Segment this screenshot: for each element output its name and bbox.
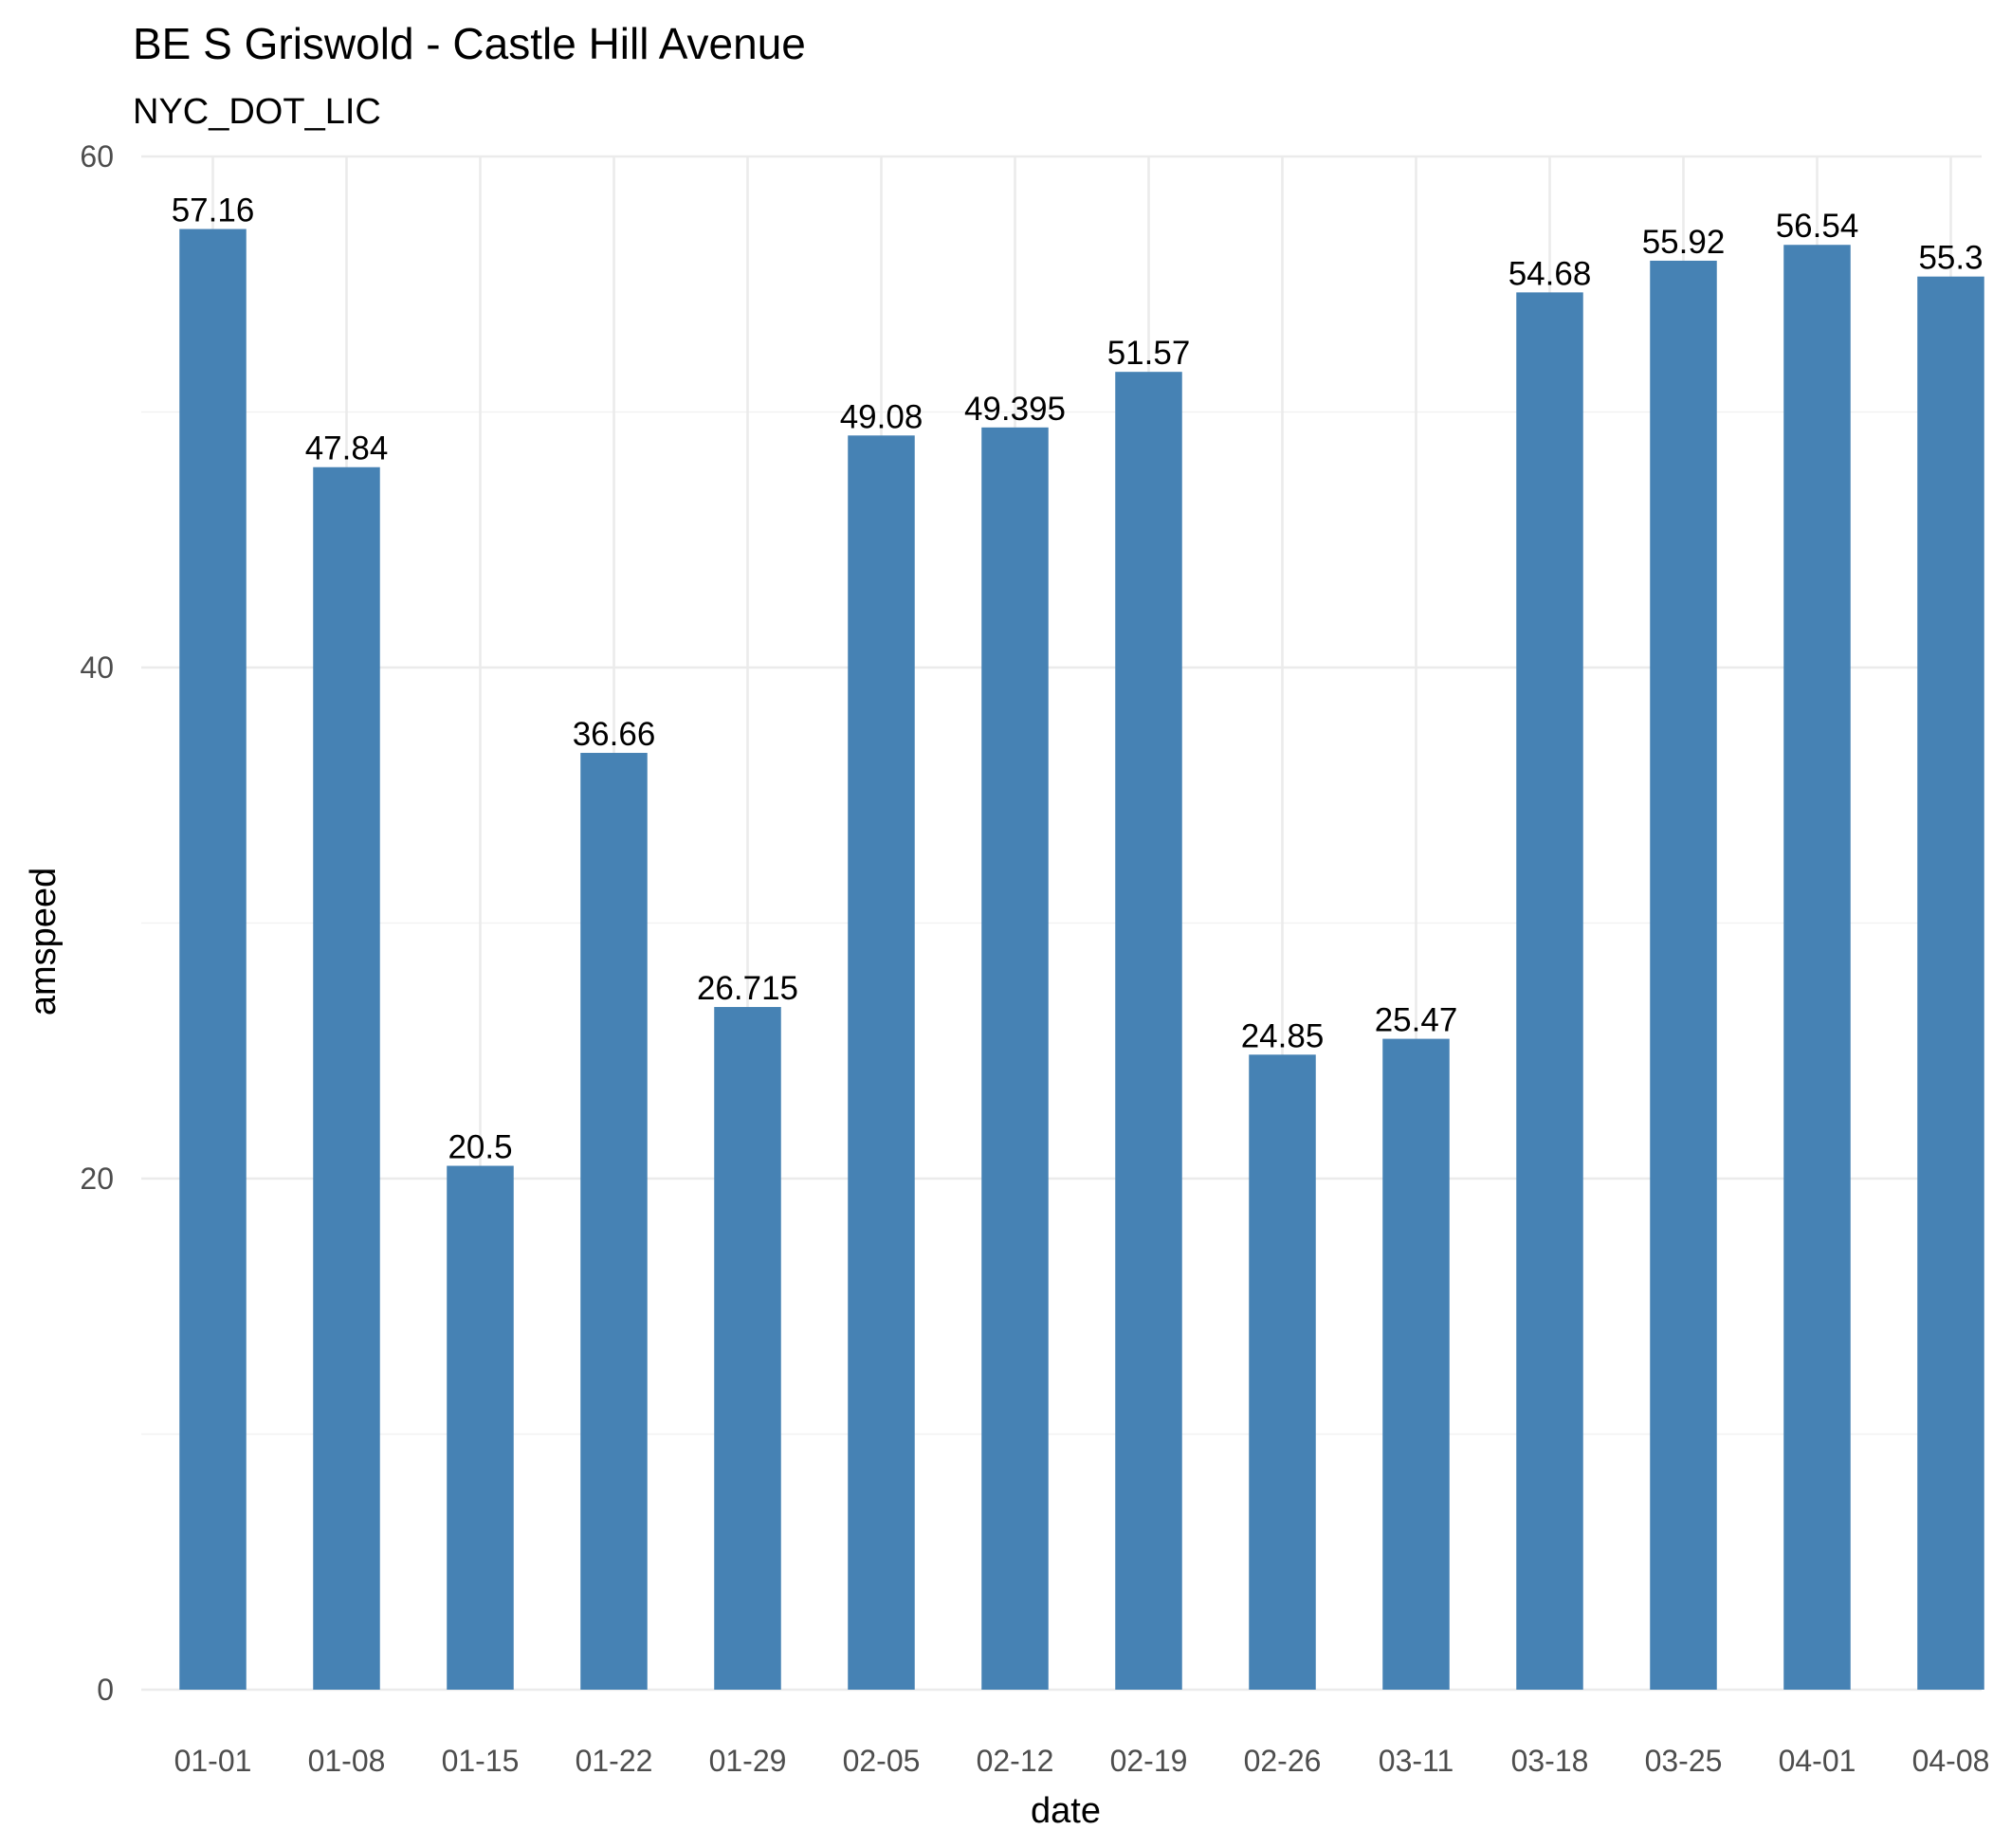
bar-value-label: 20.5 <box>448 1129 512 1166</box>
bar <box>447 1165 514 1690</box>
bar-value-label: 24.85 <box>1241 1017 1325 1054</box>
chart-subtitle: NYC_DOT_LIC <box>133 92 381 132</box>
y-tick-label: 20 <box>80 1162 114 1196</box>
x-tick-label: 01-08 <box>308 1744 386 1778</box>
y-tick-label: 0 <box>97 1673 114 1707</box>
bar <box>1783 245 1851 1690</box>
bar <box>981 427 1049 1691</box>
bar-value-label: 36.66 <box>573 716 656 753</box>
y-tick-label: 60 <box>80 139 114 174</box>
bar-value-label: 49.08 <box>840 398 923 435</box>
bar-value-label: 55.92 <box>1642 224 1726 261</box>
bar-value-label: 57.16 <box>172 192 255 229</box>
x-tick-label: 02-05 <box>843 1744 921 1778</box>
y-axis-title: amspeed <box>24 868 64 1015</box>
bar <box>848 435 915 1691</box>
bar <box>580 753 648 1690</box>
bar-value-label: 51.57 <box>1107 335 1191 372</box>
bar <box>179 229 247 1691</box>
x-tick-label: 03-18 <box>1511 1744 1589 1778</box>
bar-value-label: 56.54 <box>1776 208 1859 245</box>
bar <box>1382 1038 1450 1690</box>
bar <box>1650 260 1717 1690</box>
x-tick-label: 03-25 <box>1645 1744 1723 1778</box>
x-tick-label: 03-11 <box>1379 1744 1453 1778</box>
x-tick-label: 04-08 <box>1912 1744 1990 1778</box>
x-tick-label: 02-19 <box>1110 1744 1188 1778</box>
x-tick-label: 02-12 <box>977 1744 1054 1778</box>
bar <box>714 1007 781 1690</box>
x-axis-ticks: 01-01 01-08 01-15 01-22 01-29 02-05 02-12 02-19… <box>174 1744 1990 1778</box>
bars <box>179 229 1984 1691</box>
chart-title: BE S Griswold - Castle Hill Avenue <box>133 19 806 68</box>
bar-value-label: 26.715 <box>697 970 798 1007</box>
bar <box>313 467 380 1690</box>
bar-value-label: 54.68 <box>1508 255 1592 292</box>
bar <box>1249 1054 1316 1690</box>
x-tick-label: 01-29 <box>709 1744 787 1778</box>
bar-value-label: 25.47 <box>1375 1002 1458 1039</box>
bar <box>1917 276 1984 1690</box>
x-tick-label: 01-01 <box>174 1744 252 1778</box>
bar-value-labels: 57.16 47.84 20.5 36.66 26.715 49.08 49.395 51.5… <box>172 192 1984 1166</box>
x-axis-title: date <box>1031 1791 1101 1831</box>
y-tick-label: 40 <box>80 650 114 685</box>
x-tick-label: 01-22 <box>576 1744 653 1778</box>
bar-value-label: 49.395 <box>964 391 1066 428</box>
bar-value-label: 47.84 <box>305 430 389 467</box>
y-axis-ticks: 0 20 40 60 <box>80 139 114 1707</box>
bar <box>1516 292 1583 1690</box>
x-tick-label: 01-15 <box>442 1744 520 1778</box>
bar-value-label: 55.3 <box>1918 240 1983 277</box>
x-tick-label: 02-26 <box>1244 1744 1322 1778</box>
x-tick-label: 04-01 <box>1779 1744 1856 1778</box>
bar <box>1115 372 1182 1691</box>
